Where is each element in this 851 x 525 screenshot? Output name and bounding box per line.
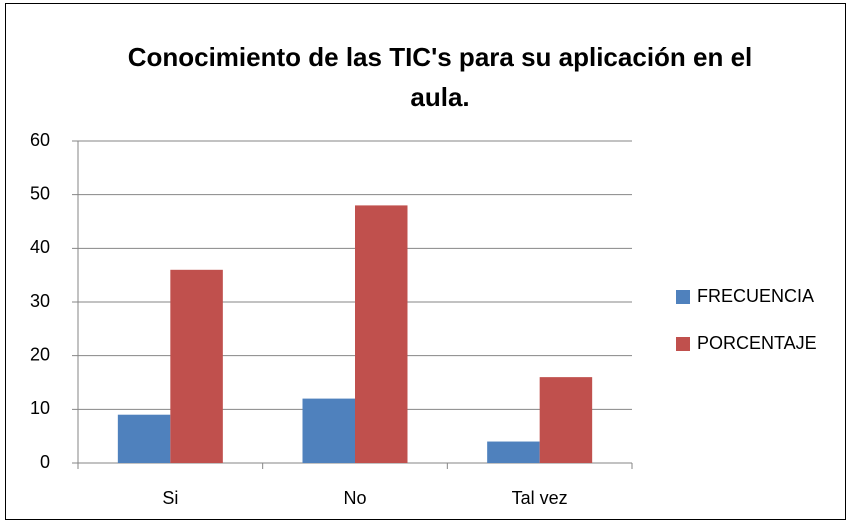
bar xyxy=(355,205,408,463)
bar xyxy=(117,414,171,463)
y-tick-label: 0 xyxy=(40,452,50,472)
y-tick-label: 40 xyxy=(30,237,50,257)
y-tick-label: 50 xyxy=(30,183,50,203)
x-tick-label: Si xyxy=(162,488,178,508)
y-tick-label: 30 xyxy=(30,291,50,311)
chart-title: Conocimiento de las TIC's para su aplica… xyxy=(127,42,753,112)
y-tick-label: 60 xyxy=(30,130,50,150)
legend-swatch xyxy=(676,337,690,351)
legend-label: FRECUENCIA xyxy=(697,286,814,306)
legend-label: PORCENTAJE xyxy=(697,333,817,353)
bar xyxy=(487,441,540,463)
y-tick-label: 20 xyxy=(30,344,50,364)
legend-swatch xyxy=(676,290,690,304)
bar xyxy=(539,377,593,463)
bar xyxy=(170,269,223,463)
bar xyxy=(302,398,355,463)
x-tick-label: Tal vez xyxy=(512,488,568,508)
x-tick-label: No xyxy=(343,488,366,508)
y-tick-label: 10 xyxy=(30,398,50,418)
